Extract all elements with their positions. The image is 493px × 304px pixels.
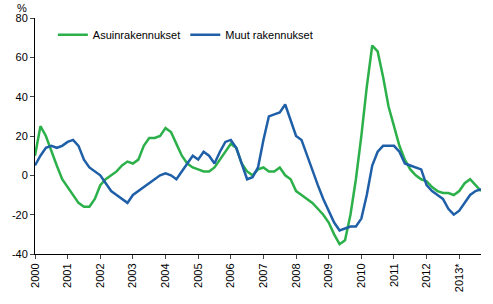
svg-text:%: % xyxy=(17,2,27,14)
svg-text:Muut rakennukset: Muut rakennukset xyxy=(225,29,312,41)
svg-text:-20: -20 xyxy=(12,209,28,221)
svg-text:2004: 2004 xyxy=(159,263,171,287)
svg-text:2012: 2012 xyxy=(420,263,432,287)
svg-text:2013*: 2013* xyxy=(453,263,465,292)
svg-text:2006: 2006 xyxy=(224,263,236,287)
svg-text:2011: 2011 xyxy=(388,263,400,287)
svg-text:60: 60 xyxy=(16,51,28,63)
svg-text:0: 0 xyxy=(22,169,28,181)
svg-text:2010: 2010 xyxy=(355,263,367,287)
svg-text:40: 40 xyxy=(16,91,28,103)
svg-text:80: 80 xyxy=(16,12,28,24)
svg-text:2000: 2000 xyxy=(29,263,41,287)
svg-text:2003: 2003 xyxy=(126,263,138,287)
svg-text:2001: 2001 xyxy=(61,263,73,287)
svg-text:2008: 2008 xyxy=(290,263,302,287)
svg-text:-40: -40 xyxy=(12,248,28,260)
svg-text:Asuinrakennukset: Asuinrakennukset xyxy=(93,29,180,41)
svg-text:2005: 2005 xyxy=(192,263,204,287)
svg-text:2002: 2002 xyxy=(94,263,106,287)
svg-text:2007: 2007 xyxy=(257,263,269,287)
svg-text:2009: 2009 xyxy=(322,263,334,287)
svg-text:20: 20 xyxy=(16,130,28,142)
